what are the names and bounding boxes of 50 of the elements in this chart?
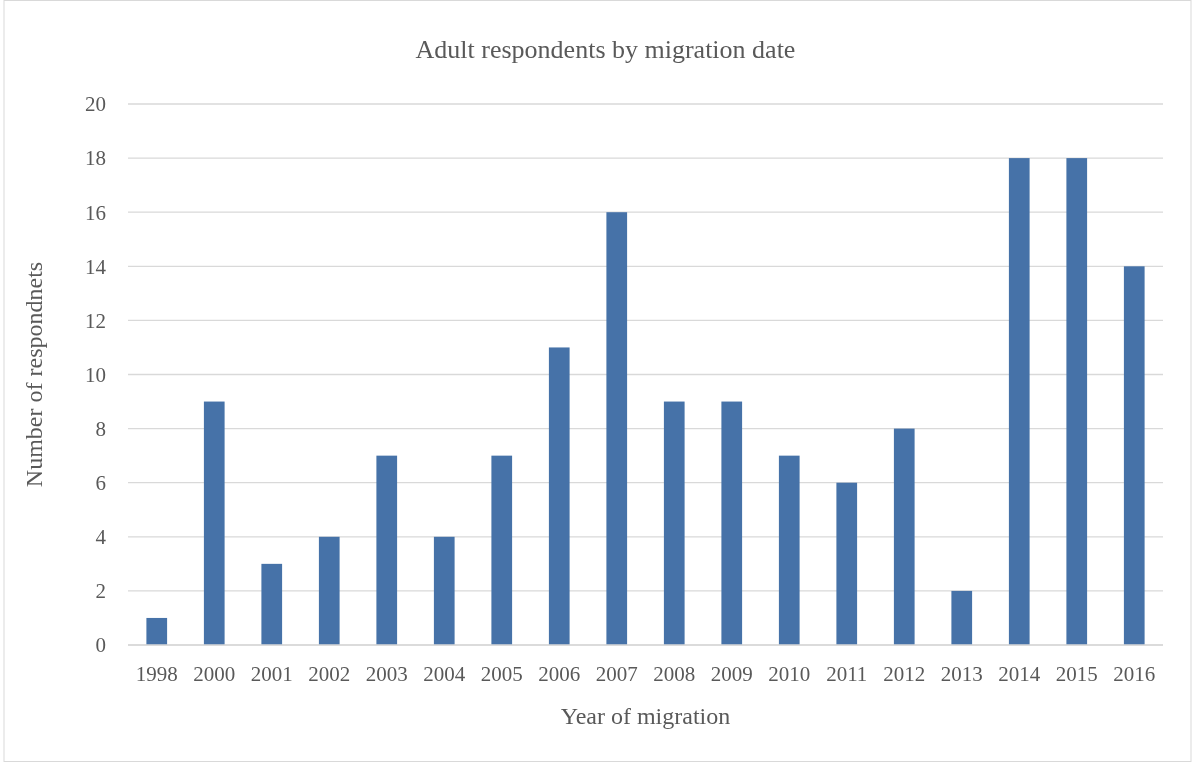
x-tick-label: 2009 [710, 662, 753, 686]
bar [606, 212, 628, 645]
bar [491, 455, 513, 645]
x-tick-label: 2008 [653, 662, 696, 686]
x-tick-label: 2007 [595, 662, 638, 686]
bar [951, 590, 973, 645]
bar [1123, 266, 1145, 645]
y-tick-label: 18 [85, 146, 106, 171]
x-tick-label: 2003 [365, 662, 408, 686]
chart-title: Adult respondents by migration date [415, 35, 796, 64]
x-axis-title: Year of migration [560, 703, 731, 729]
bar [261, 563, 283, 645]
bar [836, 482, 858, 645]
y-tick-label: 14 [85, 254, 107, 279]
y-tick-label: 16 [85, 200, 106, 225]
y-axis-title: Number of respondnets [21, 261, 47, 488]
y-tick-label: 20 [85, 92, 106, 117]
bar [1066, 158, 1088, 645]
x-tick-label: 2002 [308, 662, 351, 686]
bar [203, 401, 225, 645]
bar [146, 617, 168, 645]
bar [548, 347, 570, 645]
bar [318, 536, 340, 645]
x-tick-label: 2006 [538, 662, 581, 686]
x-tick-label: 2004 [423, 662, 466, 686]
bar [1008, 158, 1030, 645]
bar [893, 428, 915, 645]
x-tick-label: 2001 [250, 662, 293, 686]
bar [778, 455, 800, 645]
x-tick-label: 2016 [1113, 662, 1156, 686]
x-tick-label: 2013 [940, 662, 983, 686]
y-tick-label: 12 [85, 308, 106, 333]
bar [433, 536, 455, 645]
x-tick-label: 2000 [193, 662, 236, 686]
y-tick-label: 0 [95, 633, 106, 658]
x-tick-label: 1998 [135, 662, 178, 686]
x-tick-label: 2010 [768, 662, 811, 686]
y-tick-label: 10 [85, 362, 106, 387]
x-tick-label: 2011 [826, 662, 868, 686]
bar [721, 401, 743, 645]
y-tick-label: 2 [95, 579, 106, 604]
y-tick-label: 4 [95, 525, 107, 550]
x-tick-label: 2012 [883, 662, 926, 686]
y-tick-label: 6 [95, 471, 106, 496]
bar [663, 401, 685, 645]
x-tick-label: 2014 [998, 662, 1041, 686]
y-tick-label: 8 [95, 416, 106, 441]
x-tick-label: 2005 [480, 662, 523, 686]
x-tick-label: 2015 [1055, 662, 1098, 686]
bar [376, 455, 398, 645]
